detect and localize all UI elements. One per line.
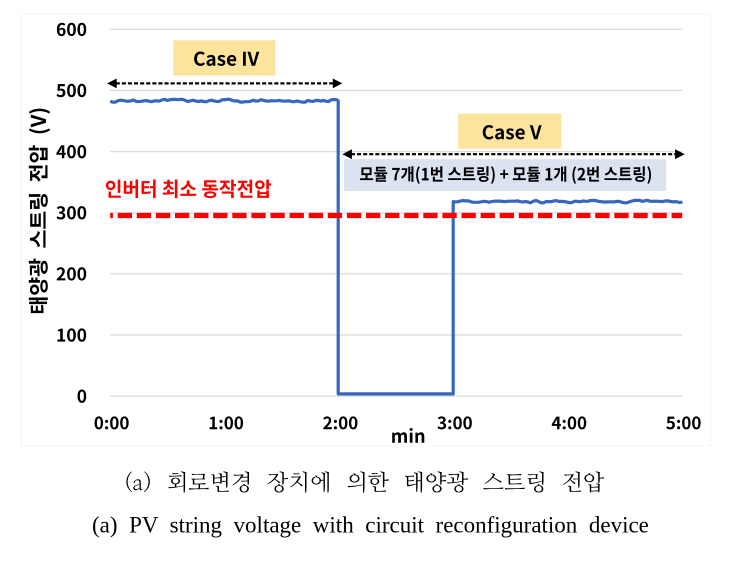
svg-text:(a) PV string voltage with cir: (a) PV string voltage with circuit recon… (92, 513, 649, 538)
